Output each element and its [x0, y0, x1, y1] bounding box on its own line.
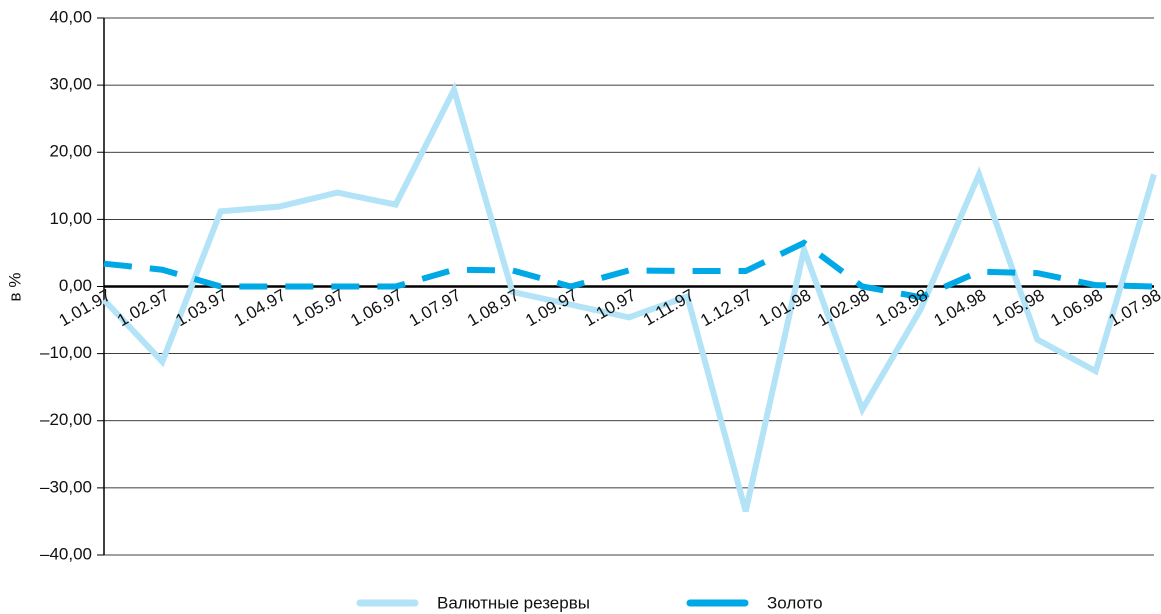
x-tick-label: 1.03.97 [172, 285, 231, 330]
y-axis-label: в % [5, 273, 24, 302]
x-tick-label: 1.12.97 [697, 285, 756, 330]
x-tick-label: 1.06.98 [1047, 285, 1106, 330]
y-tick-label: 30,00 [49, 75, 92, 94]
x-tick-label: 1.04.98 [931, 285, 990, 330]
legend-label: Золото [767, 593, 823, 612]
x-tick-label: 1.07.97 [406, 285, 465, 330]
y-tick-label: 10,00 [49, 209, 92, 228]
y-tick-label: –20,00 [40, 410, 92, 429]
y-tick-label: –30,00 [40, 477, 92, 496]
x-tick-label: 1.02.97 [114, 285, 173, 330]
y-tick-label: –40,00 [40, 544, 92, 563]
x-tick-label: 1.02.98 [814, 285, 873, 330]
y-tick-label: 40,00 [49, 7, 92, 26]
series-line [101, 81, 1157, 513]
x-tick-label: 1.05.97 [289, 285, 348, 330]
x-tick-label: 1.08.97 [464, 285, 523, 330]
x-tick-label: 1.06.97 [347, 285, 406, 330]
x-tick-label: 1.04.97 [231, 285, 290, 330]
y-tick-label: –10,00 [40, 343, 92, 362]
y-tick-label: 20,00 [49, 142, 92, 161]
y-tick-label: 0,00 [59, 276, 92, 295]
legend-label: Валютные резервы [437, 593, 590, 612]
x-tick-label: 1.10.97 [581, 285, 640, 330]
